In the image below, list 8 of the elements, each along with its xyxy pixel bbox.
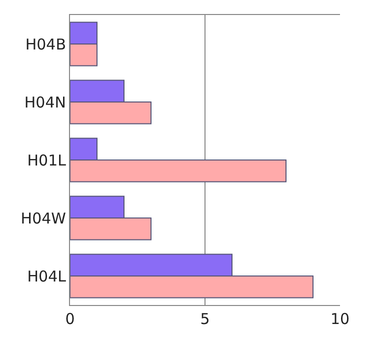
- x-tick-label: 10: [330, 310, 350, 328]
- x-tick-label: 5: [200, 310, 210, 328]
- y-tick-label: H04N: [24, 93, 66, 112]
- y-tick-label: H04B: [25, 35, 66, 54]
- y-tick-label: H04W: [20, 209, 66, 228]
- x-tick-label: 0: [65, 310, 75, 328]
- y-tick-label: H01L: [27, 151, 67, 170]
- y-tick-label: H04L: [27, 267, 67, 286]
